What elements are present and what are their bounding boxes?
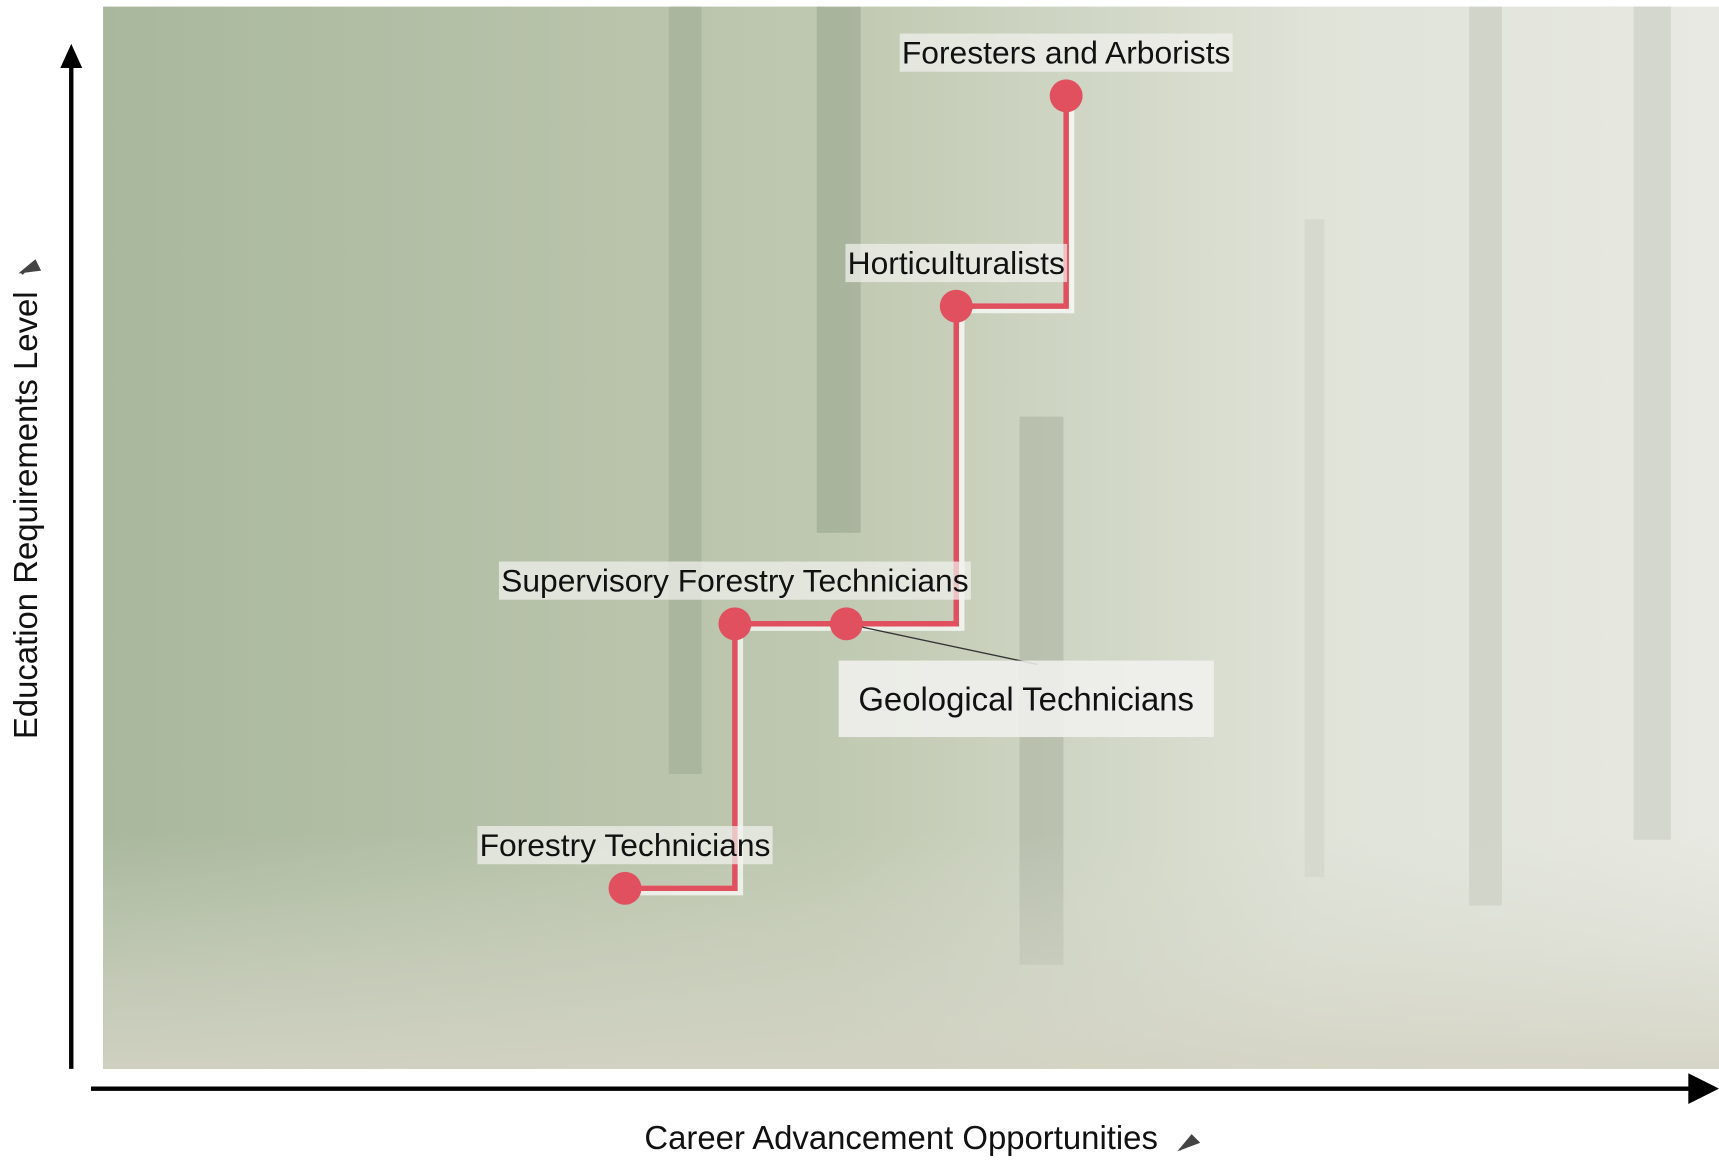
point-label: Geological Technicians xyxy=(858,680,1194,717)
point-label: Supervisory Forestry Technicians xyxy=(501,563,968,599)
label-bg xyxy=(899,33,1233,72)
pin-icon xyxy=(18,259,42,275)
y-axis-arrow xyxy=(60,43,83,68)
point-label: Forestry Technicians xyxy=(480,827,771,863)
x-axis-title: Career Advancement Opportunities xyxy=(644,1119,1157,1156)
label-bg xyxy=(498,561,971,600)
label-bg xyxy=(838,660,1214,738)
pin-icon xyxy=(1177,1134,1201,1152)
y-axis-title: Education Requirements Level xyxy=(7,291,44,739)
label-bg xyxy=(845,243,1068,283)
background-image xyxy=(103,6,1719,1069)
leader-line xyxy=(846,623,1038,665)
point-label: Horticulturalists xyxy=(848,245,1065,281)
label-bg xyxy=(477,826,773,865)
point xyxy=(1049,79,1083,113)
point xyxy=(829,607,863,641)
point xyxy=(939,289,973,323)
plot-area: Forestry Technicians Supervisory Forestry… xyxy=(477,33,1233,905)
point xyxy=(718,607,752,641)
labels: Forestry Technicians Supervisory Forestry… xyxy=(477,33,1233,865)
x-axis-arrow xyxy=(1688,1073,1719,1104)
point xyxy=(608,871,642,905)
point-label: Foresters and Arborists xyxy=(902,35,1231,71)
